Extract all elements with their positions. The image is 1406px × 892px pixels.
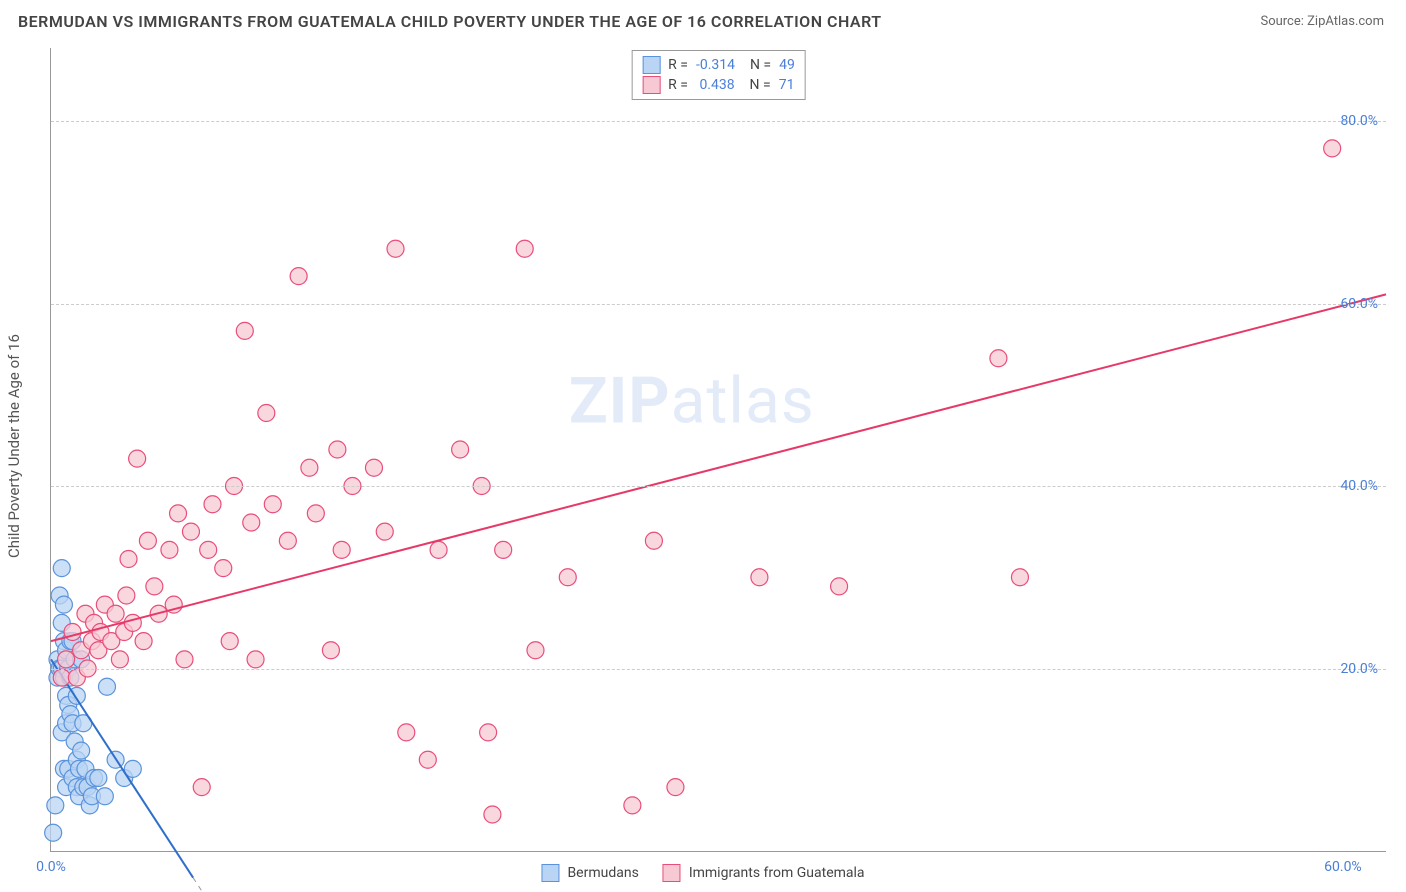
data-point bbox=[47, 797, 64, 814]
r-value: -0.314 bbox=[696, 57, 735, 73]
data-point bbox=[301, 459, 318, 476]
data-point bbox=[135, 633, 152, 650]
data-point bbox=[200, 541, 217, 558]
data-point bbox=[243, 514, 260, 531]
data-point bbox=[1011, 569, 1028, 586]
data-point bbox=[527, 642, 544, 659]
data-point bbox=[111, 651, 128, 668]
data-point bbox=[398, 724, 415, 741]
data-point bbox=[1324, 140, 1341, 157]
data-point bbox=[516, 240, 533, 257]
legend-bottom: Bermudans Immigrants from Guatemala bbox=[541, 864, 864, 882]
data-point bbox=[751, 569, 768, 586]
data-point bbox=[279, 532, 296, 549]
gridline bbox=[51, 486, 1386, 487]
data-point bbox=[161, 541, 178, 558]
legend-item-guatemala: Immigrants from Guatemala bbox=[663, 864, 865, 882]
legend-stats-box: R = -0.314 N = 49 R = 0.438 N = 71 bbox=[631, 50, 806, 100]
scatter-plot-svg bbox=[51, 48, 1386, 851]
data-point bbox=[333, 541, 350, 558]
data-point bbox=[290, 268, 307, 285]
legend-swatch-guatemala bbox=[642, 76, 660, 94]
data-point bbox=[387, 240, 404, 257]
data-point bbox=[645, 532, 662, 549]
data-point bbox=[624, 797, 641, 814]
legend-swatch-bermudans bbox=[541, 864, 559, 882]
data-point bbox=[53, 669, 70, 686]
gridline bbox=[51, 669, 1386, 670]
data-point bbox=[264, 496, 281, 513]
data-point bbox=[118, 587, 135, 604]
r-label: R = bbox=[668, 57, 688, 73]
y-tick-label: 20.0% bbox=[1340, 661, 1378, 677]
data-point bbox=[58, 651, 75, 668]
data-point bbox=[124, 614, 141, 631]
data-point bbox=[139, 532, 156, 549]
trend-line-dashed bbox=[193, 878, 223, 892]
data-point bbox=[247, 651, 264, 668]
chart-plot-area: ZIPatlas R = -0.314 N = 49 R = 0.438 N =… bbox=[50, 48, 1386, 852]
legend-item-bermudans: Bermudans bbox=[541, 864, 638, 882]
data-point bbox=[990, 350, 1007, 367]
gridline bbox=[51, 121, 1386, 122]
data-point bbox=[96, 788, 113, 805]
y-tick-label: 40.0% bbox=[1340, 478, 1378, 494]
data-point bbox=[376, 523, 393, 540]
data-point bbox=[329, 441, 346, 458]
legend-stats-row: R = -0.314 N = 49 bbox=[642, 55, 795, 75]
data-point bbox=[98, 678, 115, 695]
source-attribution: Source: ZipAtlas.com bbox=[1260, 14, 1384, 29]
data-point bbox=[484, 806, 501, 823]
data-point bbox=[45, 824, 62, 841]
legend-swatch-guatemala bbox=[663, 864, 681, 882]
n-label: N = bbox=[743, 77, 771, 93]
n-value: 71 bbox=[779, 77, 795, 93]
n-label: N = bbox=[743, 57, 771, 73]
data-point bbox=[204, 496, 221, 513]
data-point bbox=[53, 560, 70, 577]
data-point bbox=[559, 569, 576, 586]
data-point bbox=[107, 605, 124, 622]
data-point bbox=[55, 596, 72, 613]
data-point bbox=[322, 642, 339, 659]
data-point bbox=[193, 779, 210, 796]
data-point bbox=[215, 560, 232, 577]
data-point bbox=[221, 633, 238, 650]
data-point bbox=[480, 724, 497, 741]
data-point bbox=[307, 505, 324, 522]
chart-title: BERMUDAN VS IMMIGRANTS FROM GUATEMALA CH… bbox=[18, 12, 882, 31]
data-point bbox=[90, 770, 107, 787]
data-point bbox=[495, 541, 512, 558]
r-label: R = bbox=[668, 77, 688, 93]
data-point bbox=[667, 779, 684, 796]
data-point bbox=[452, 441, 469, 458]
data-point bbox=[182, 523, 199, 540]
n-value: 49 bbox=[779, 57, 795, 73]
gridline bbox=[51, 304, 1386, 305]
data-point bbox=[258, 405, 275, 422]
data-point bbox=[73, 742, 90, 759]
data-point bbox=[120, 551, 137, 568]
legend-label: Immigrants from Guatemala bbox=[689, 865, 865, 881]
legend-stats-row: R = 0.438 N = 71 bbox=[642, 75, 795, 95]
x-tick-label: 0.0% bbox=[36, 859, 66, 875]
y-axis-label: Child Poverty Under the Age of 16 bbox=[5, 334, 23, 558]
x-tick-label: 60.0% bbox=[1324, 859, 1362, 875]
data-point bbox=[170, 505, 187, 522]
data-point bbox=[236, 322, 253, 339]
data-point bbox=[430, 541, 447, 558]
y-tick-label: 60.0% bbox=[1340, 296, 1378, 312]
legend-swatch-bermudans bbox=[642, 56, 660, 74]
r-value: 0.438 bbox=[696, 77, 735, 93]
data-point bbox=[365, 459, 382, 476]
legend-label: Bermudans bbox=[567, 865, 638, 881]
data-point bbox=[831, 578, 848, 595]
data-point bbox=[176, 651, 193, 668]
data-point bbox=[146, 578, 163, 595]
data-point bbox=[129, 450, 146, 467]
trend-line bbox=[51, 294, 1386, 641]
data-point bbox=[419, 751, 436, 768]
y-tick-label: 80.0% bbox=[1340, 113, 1378, 129]
